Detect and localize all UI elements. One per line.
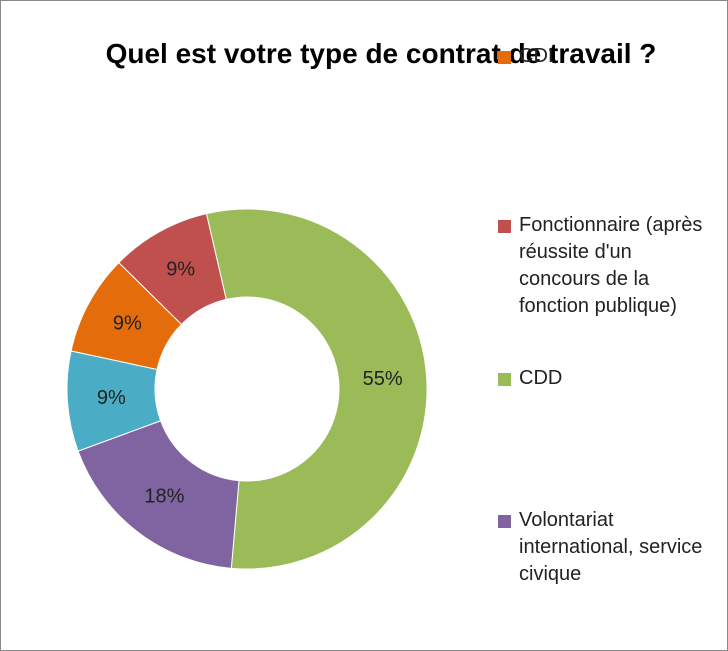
chart-title: Quel est votre type de contrat de travai… (105, 38, 657, 69)
legend-label: CDI (519, 45, 554, 67)
legend-swatch (498, 373, 511, 386)
legend-swatch (498, 220, 511, 233)
data-label: 9% (97, 387, 126, 409)
data-label: 9% (166, 259, 195, 281)
data-label: 55% (363, 368, 403, 390)
legend-item: CDD (498, 365, 713, 392)
legend-swatch (498, 515, 511, 528)
donut-slice (205, 208, 428, 570)
data-label: 9% (113, 313, 142, 335)
donut-slice (66, 350, 162, 452)
legend-item: CDI (498, 43, 713, 70)
legend-item: Fonctionnaire (après réussite d'un conco… (498, 212, 713, 320)
legend-label: Volontariat international, service civiq… (519, 509, 703, 585)
legend-label: CDD (519, 367, 563, 389)
data-label: 18% (144, 485, 184, 507)
legend-label: Fonctionnaire (après réussite d'un conco… (519, 214, 703, 317)
donut-slice (77, 420, 240, 569)
legend-swatch (498, 51, 511, 64)
legend-item: Volontariat international, service civiq… (498, 507, 713, 588)
